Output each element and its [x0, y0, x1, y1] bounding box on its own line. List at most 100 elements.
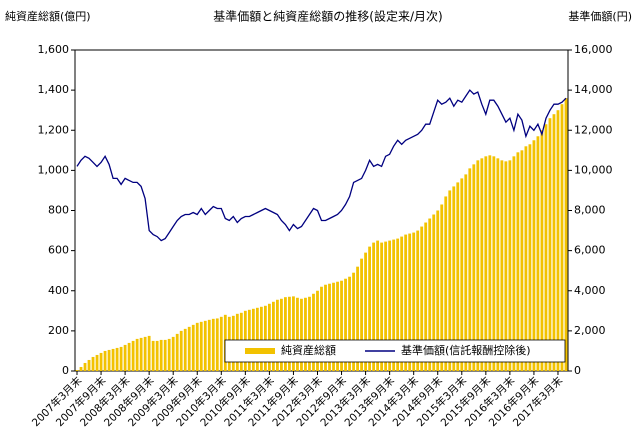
- bar: [536, 136, 540, 371]
- bar: [484, 156, 488, 371]
- bar: [183, 328, 187, 371]
- bar: [420, 226, 424, 371]
- bar: [500, 160, 504, 371]
- bar: [276, 299, 279, 371]
- bar: [187, 326, 191, 371]
- bar: [392, 239, 396, 371]
- bar: [143, 336, 147, 371]
- bar: [468, 168, 472, 371]
- y2-tick-label: 16,000: [574, 43, 613, 56]
- bar: [280, 298, 283, 371]
- bar: [95, 354, 99, 371]
- bar: [332, 282, 335, 371]
- bar: [400, 236, 404, 371]
- bar: [560, 104, 564, 371]
- bar: [364, 252, 367, 371]
- bar: [508, 160, 512, 371]
- bar: [548, 118, 552, 372]
- y2-tick-label: 4,000: [574, 284, 606, 297]
- bar: [448, 190, 452, 371]
- bar: [259, 306, 263, 371]
- legend-label: 基準価額(信託報酬控除後): [401, 343, 531, 357]
- bar: [115, 347, 119, 371]
- bar: [356, 266, 359, 371]
- bar: [344, 278, 347, 371]
- bar: [107, 349, 111, 371]
- bar: [127, 342, 131, 371]
- bar: [111, 348, 115, 371]
- y-tick-label: 600: [48, 244, 69, 257]
- bar: [352, 272, 355, 371]
- y2-tick-label: 12,000: [574, 123, 613, 136]
- bar: [412, 232, 416, 371]
- bar: [151, 340, 155, 371]
- y-axis-label: 純資産総額(億円): [5, 9, 91, 23]
- y-tick-label: 1,000: [38, 163, 70, 176]
- bar: [424, 222, 428, 371]
- bar: [300, 298, 303, 371]
- y2-tick-label: 2,000: [574, 324, 606, 337]
- bar: [488, 155, 492, 371]
- bar: [79, 366, 83, 371]
- bar: [91, 356, 95, 371]
- bar: [408, 233, 412, 371]
- bar: [396, 238, 400, 371]
- bar: [271, 301, 275, 371]
- bar: [384, 241, 388, 371]
- bar: [380, 242, 384, 371]
- bar: [476, 160, 480, 371]
- bar: [195, 322, 199, 371]
- bar: [444, 196, 448, 371]
- bar: [163, 339, 167, 371]
- bar: [179, 330, 183, 371]
- bar: [464, 174, 468, 371]
- bar: [532, 140, 536, 371]
- bar: [552, 114, 556, 371]
- bar: [75, 369, 79, 371]
- bar: [556, 110, 560, 371]
- y2-tick-label: 14,000: [574, 83, 613, 96]
- bar: [155, 340, 159, 371]
- legend-label: 純資産総額: [281, 343, 336, 357]
- bar: [472, 164, 476, 371]
- y2-axis-label: 基準価額(円): [568, 9, 632, 23]
- bar: [215, 318, 219, 371]
- bar: [255, 307, 259, 371]
- bar: [131, 340, 135, 371]
- bar: [524, 146, 528, 371]
- y-tick-label: 1,400: [38, 83, 70, 96]
- line: [76, 89, 567, 242]
- bar: [171, 336, 175, 371]
- bar: [540, 130, 544, 371]
- bar: [135, 338, 139, 371]
- bar: [404, 234, 408, 371]
- bar: [99, 352, 103, 371]
- bar: [284, 297, 287, 371]
- bar: [167, 338, 171, 371]
- bar: [368, 246, 372, 371]
- bar: [87, 359, 91, 371]
- bar: [159, 339, 163, 371]
- bar: [328, 283, 331, 371]
- y-tick-label: 200: [48, 324, 69, 337]
- bar: [199, 321, 203, 371]
- bar: [320, 286, 323, 371]
- y-tick-label: 800: [48, 204, 69, 217]
- bar: [388, 240, 392, 371]
- bar: [123, 344, 127, 371]
- bar: [304, 297, 307, 371]
- bar: [512, 156, 516, 371]
- bar: [528, 144, 532, 371]
- bar: [211, 318, 215, 371]
- bar: [376, 240, 380, 371]
- y-tick-label: 0: [62, 364, 69, 377]
- bar: [440, 204, 444, 371]
- bar: [520, 150, 524, 371]
- bar: [432, 214, 436, 371]
- bar: [207, 319, 211, 371]
- bar: [312, 293, 315, 371]
- bar: [544, 124, 548, 371]
- bar: [348, 276, 351, 371]
- y2-tick-label: 0: [574, 364, 581, 377]
